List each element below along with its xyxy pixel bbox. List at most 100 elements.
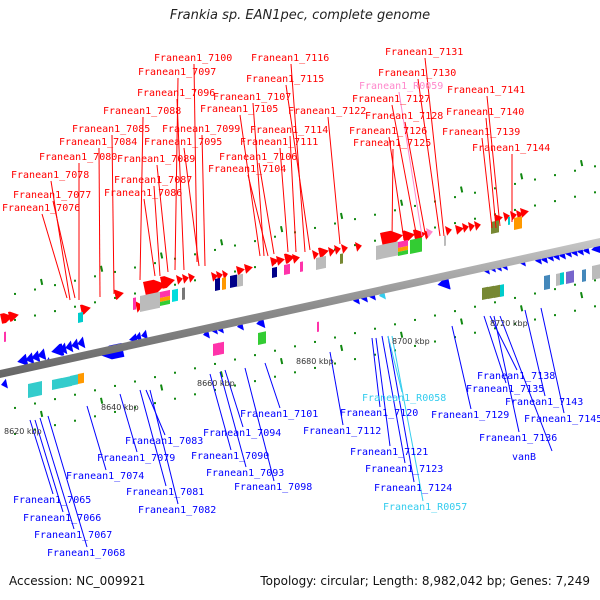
gene-feature-block: [398, 245, 408, 252]
label-leader-lines: [29, 57, 565, 548]
tick-dot: [194, 393, 196, 396]
tick-dot: [414, 344, 416, 347]
tick-major: [339, 344, 344, 352]
tick-dot: [454, 222, 456, 225]
leader-line: [258, 162, 275, 255]
gene-label: Franean1_7101: [240, 409, 318, 420]
tick-dot: [514, 322, 516, 325]
tick-dot: [394, 209, 396, 212]
tick-dot: [454, 196, 456, 199]
leader-line: [244, 367, 275, 482]
gene-feature-block: [222, 277, 226, 291]
rna-forward-arrow: [426, 228, 433, 238]
gene-labels: Franean1_7100Franean1_7097Franean1_7096F…: [2, 47, 600, 559]
reverse-gene-arrow: [135, 331, 142, 342]
leader-line: [424, 57, 445, 237]
tick-dot: [354, 358, 356, 361]
forward-gene-arrow: [8, 311, 19, 322]
map-title: Frankia sp. EAN1pec, complete genome: [169, 8, 431, 23]
tick-dot: [14, 406, 16, 409]
gene-label: Franean1_7129: [431, 410, 509, 421]
tick-dot: [134, 380, 136, 383]
leader-line: [264, 362, 281, 409]
forward-gene-arrow: [160, 276, 175, 289]
tick-dot: [574, 195, 576, 198]
tick-dot: [234, 384, 236, 387]
tick-major: [100, 265, 104, 272]
reverse-gene-arrow: [71, 338, 80, 351]
gene-label: Franean1_7093: [206, 468, 284, 479]
reverse-gene-arrow: [25, 352, 35, 365]
gene-feature-block: [488, 285, 494, 299]
leader-line: [388, 136, 405, 241]
gene-label: vanB: [512, 452, 536, 463]
tick-dot: [274, 349, 276, 352]
tick-dot: [154, 262, 156, 265]
forward-gene-arrow: [355, 242, 362, 252]
tick-dot: [74, 419, 76, 422]
gene-feature-block: [284, 263, 290, 275]
leader-line: [139, 389, 167, 487]
tick-dot: [314, 226, 316, 229]
forward-gene-arrow: [292, 254, 300, 264]
tick-dot: [314, 340, 316, 343]
forward-gene-arrow: [520, 208, 529, 218]
tick-dot: [114, 296, 116, 299]
gene-label: Franean1_R0059: [359, 81, 443, 92]
leader-line: [417, 78, 441, 237]
gene-label: Franean1_7126: [349, 126, 427, 137]
leader-line: [387, 335, 415, 483]
leader-line: [153, 185, 161, 277]
tick-dot: [154, 376, 156, 379]
gene-label: Franean1_7112: [303, 426, 381, 437]
forward-gene-arrow: [312, 250, 319, 260]
gene-label: Franean1_7068: [47, 548, 125, 559]
tick-marks: [14, 159, 596, 435]
tick-dot: [214, 362, 216, 365]
gene-feature-block: [237, 273, 243, 287]
tick-dot: [194, 367, 196, 370]
gene-label: Franean1_7088: [103, 106, 181, 117]
forward-gene-arrow: [182, 274, 189, 284]
tick-dot: [74, 305, 76, 308]
leader-line: [483, 315, 507, 384]
gene-feature-block: [514, 216, 522, 230]
tick-dot: [254, 240, 256, 243]
gene-label: Franean1_7122: [288, 106, 366, 117]
gene-label: Franean1_7140: [446, 107, 524, 118]
tick-dot: [514, 296, 516, 299]
gene-feature-block: [160, 289, 170, 298]
leader-line: [381, 335, 406, 464]
leader-line: [34, 419, 64, 513]
tick-dot: [34, 428, 36, 431]
gene-label: Franean1_R0058: [362, 393, 446, 404]
tick-dot: [154, 402, 156, 405]
gene-label: Franean1_7066: [23, 513, 101, 524]
tick-dot: [374, 239, 376, 242]
tick-major: [40, 410, 44, 418]
forward-gene-arrow: [244, 264, 253, 274]
tick-dot: [474, 217, 476, 220]
forward-gene-arrow: [380, 230, 403, 247]
reverse-gene-arrow: [1, 378, 8, 389]
leader-line: [29, 419, 54, 495]
gene-label: Franean1_7096: [137, 88, 215, 99]
gene-label: Franean1_7095: [144, 137, 222, 148]
tick-dot: [474, 331, 476, 334]
gene-label: Franean1_7135: [466, 384, 544, 395]
leader-line: [289, 135, 297, 253]
gene-label: Franean1_7067: [34, 530, 112, 541]
gene-label: Franean1_7115: [246, 74, 324, 85]
gene-feature-block: [508, 216, 510, 225]
gene-label: Franean1_7083: [125, 436, 203, 447]
forward-gene-arrow: [462, 223, 469, 233]
leader-line: [391, 104, 418, 239]
tick-dot: [594, 279, 596, 282]
tick-dot: [434, 226, 436, 229]
gene-feature-block: [556, 273, 560, 286]
gene-feature-block: [316, 255, 326, 270]
tick-dot: [434, 340, 436, 343]
reverse-gene-arrow: [77, 336, 86, 349]
gene-feature-block: [398, 249, 408, 256]
